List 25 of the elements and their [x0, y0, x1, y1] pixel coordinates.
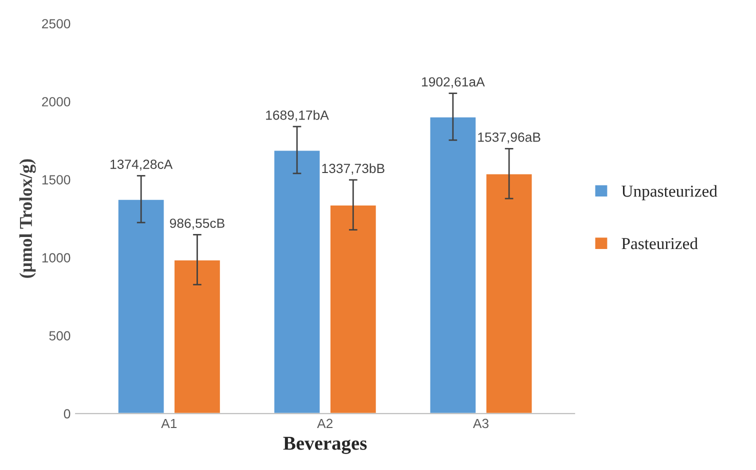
x-tick-label: A2 — [317, 418, 332, 428]
bar — [272, 149, 322, 414]
bar — [428, 116, 478, 414]
y-tick-label: 1000 — [42, 253, 70, 262]
bar — [484, 172, 534, 414]
legend-label: Pasteurized — [622, 237, 698, 250]
data-label: 1902,61aA — [422, 77, 485, 88]
x-tick-label: A1 — [161, 418, 177, 428]
y-tick-label: 2500 — [42, 19, 70, 28]
data-label: 1537,96aB — [478, 132, 540, 144]
data-label: 1689,17bA — [266, 110, 329, 122]
bar — [173, 258, 222, 414]
y-tick-label: 500 — [49, 331, 70, 340]
y-tick-label: 0 — [64, 409, 70, 419]
data-label: 1374,28cA — [110, 160, 173, 171]
bar — [117, 198, 166, 414]
y-tick-label: 2000 — [42, 97, 70, 106]
legend-label: Unpasteurized — [622, 185, 718, 200]
data-label: 1337,73bB — [322, 163, 384, 175]
x-axis-title: Beverages — [283, 436, 367, 454]
x-tick-label: A3 — [472, 418, 488, 428]
y-axis-title: (µmol Trolox/g) — [19, 159, 36, 278]
y-tick-label: 1500 — [42, 175, 70, 184]
data-label: 986,55cB — [170, 218, 224, 230]
bar — [329, 204, 378, 414]
